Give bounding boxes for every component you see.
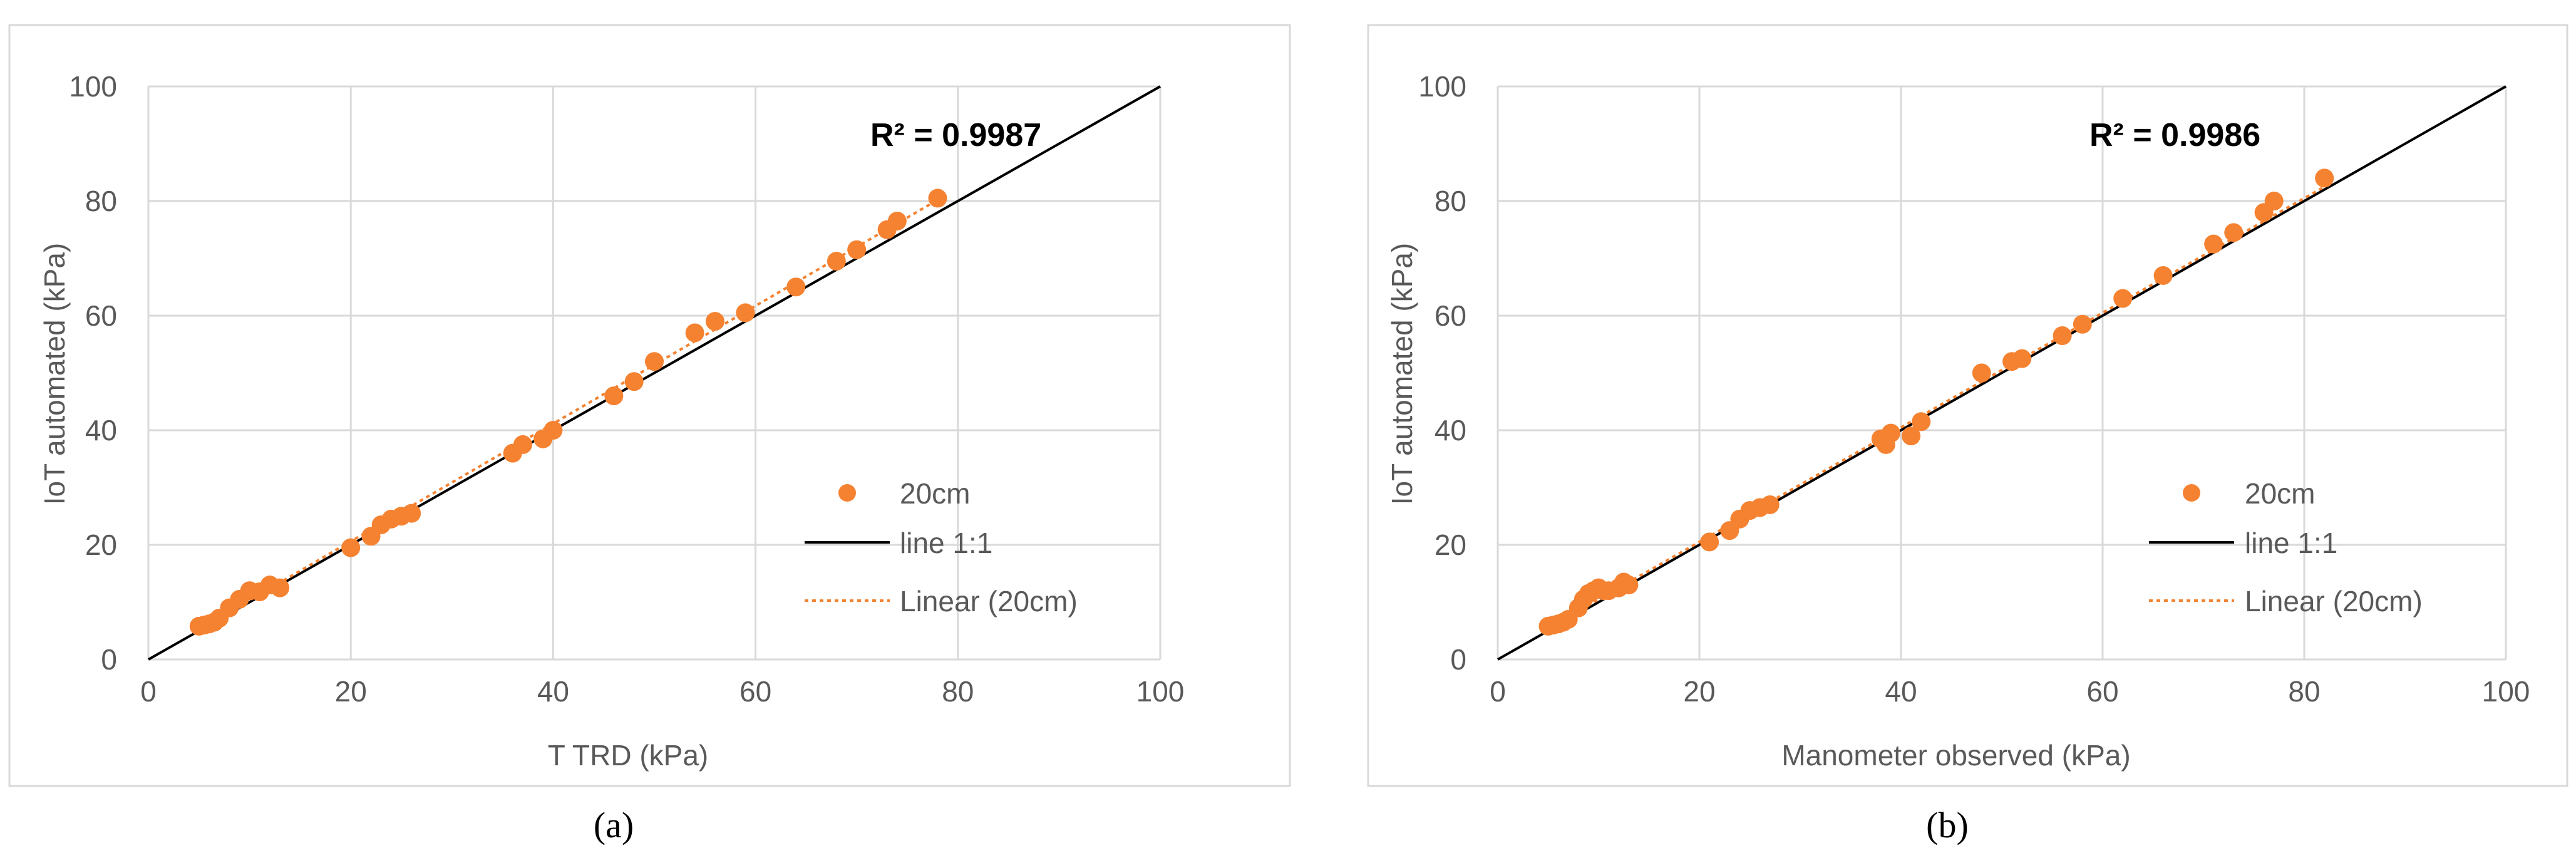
data-point bbox=[1760, 495, 1780, 514]
plot-lines bbox=[1497, 85, 2506, 661]
x-tick-label: 100 bbox=[1136, 675, 1185, 708]
x-tick-label: 40 bbox=[537, 675, 569, 708]
legend-label-trendline: Linear (20cm) bbox=[2245, 585, 2423, 618]
r-squared-annotation: R² = 0.9986 bbox=[2089, 117, 2260, 153]
data-point bbox=[685, 323, 704, 343]
data-point bbox=[827, 252, 846, 271]
legend-label-line-1-1: line 1:1 bbox=[900, 527, 992, 559]
x-axis-label: Manometer observed (kPa) bbox=[1781, 739, 2130, 772]
data-point bbox=[1700, 532, 1719, 552]
data-point bbox=[847, 240, 867, 259]
data-point bbox=[705, 312, 724, 331]
y-tick-label: 40 bbox=[85, 414, 117, 447]
data-point bbox=[2153, 266, 2173, 285]
tick-labels: 0 20 40 60 80 100 0 20 40 60 80 100 bbox=[1418, 70, 2530, 708]
chart-panel-a: 0 20 40 60 80 100 0 20 40 60 80 100 R² = 0.9987 T T… bbox=[8, 24, 1291, 787]
data-point bbox=[2264, 192, 2284, 210]
caption-a: (a) bbox=[594, 805, 634, 845]
data-points bbox=[1538, 168, 2334, 636]
plot-lines bbox=[148, 85, 1161, 661]
y-tick-label: 20 bbox=[1435, 529, 1466, 561]
x-tick-label: 20 bbox=[1683, 675, 1715, 708]
y-tick-label: 80 bbox=[1435, 185, 1466, 217]
legend: 20cm line 1:1 Linear (20cm) bbox=[805, 477, 1078, 618]
data-point bbox=[1881, 423, 1900, 443]
data-point bbox=[645, 352, 664, 371]
chart-panel-b: 0 20 40 60 80 100 0 20 40 60 80 100 R² = 0.9986 Man… bbox=[1367, 24, 2568, 787]
y-tick-label: 80 bbox=[85, 185, 117, 217]
y-tick-label: 0 bbox=[1450, 643, 1466, 676]
y-axis-label: IoT automated (kPa) bbox=[1386, 243, 1418, 505]
tick-labels: 0 20 40 60 80 100 0 20 40 60 80 100 bbox=[69, 70, 1184, 708]
x-axis-label: T TRD (kPa) bbox=[548, 739, 708, 772]
legend-label-points: 20cm bbox=[2245, 477, 2315, 510]
y-tick-label: 0 bbox=[101, 643, 117, 676]
data-point bbox=[2315, 168, 2334, 188]
gridlines bbox=[147, 85, 1162, 661]
data-point bbox=[1972, 363, 1991, 383]
chart-frame bbox=[1367, 24, 2568, 787]
data-points bbox=[189, 189, 947, 636]
x-tick-label: 80 bbox=[942, 675, 974, 708]
legend-label-points: 20cm bbox=[900, 477, 970, 510]
y-tick-label: 40 bbox=[1435, 414, 1466, 447]
y-axis-label: IoT automated (kPa) bbox=[38, 243, 71, 505]
y-tick-label: 60 bbox=[1435, 299, 1466, 332]
y-tick-label: 100 bbox=[1418, 70, 1466, 103]
data-point bbox=[736, 303, 755, 323]
legend-marker-points bbox=[838, 484, 856, 502]
gridlines bbox=[1497, 85, 2507, 661]
data-point bbox=[2073, 314, 2092, 334]
data-point bbox=[2113, 289, 2133, 308]
data-point bbox=[1902, 426, 1921, 446]
data-point bbox=[928, 189, 947, 208]
data-point bbox=[2012, 349, 2032, 368]
x-tick-label: 60 bbox=[739, 675, 771, 708]
data-point bbox=[270, 578, 290, 597]
chart-frame bbox=[8, 24, 1291, 787]
data-point bbox=[786, 277, 806, 297]
legend-label-trendline: Linear (20cm) bbox=[900, 585, 1078, 618]
data-point bbox=[1619, 576, 1639, 595]
y-tick-label: 20 bbox=[85, 529, 117, 561]
data-point bbox=[887, 212, 907, 231]
x-tick-label: 100 bbox=[2482, 675, 2530, 708]
x-tick-label: 0 bbox=[1490, 675, 1506, 708]
line-1-1 bbox=[148, 85, 1161, 661]
y-tick-label: 100 bbox=[69, 70, 117, 103]
x-tick-label: 80 bbox=[2288, 675, 2320, 708]
data-point bbox=[604, 386, 624, 406]
line-1-1 bbox=[1497, 85, 2506, 661]
y-tick-label: 60 bbox=[85, 299, 117, 332]
data-point bbox=[2224, 223, 2244, 242]
linear-trendline bbox=[1547, 185, 2326, 629]
legend-label-line-1-1: line 1:1 bbox=[2245, 527, 2337, 559]
x-tick-label: 60 bbox=[2086, 675, 2118, 708]
legend: 20cm line 1:1 Linear (20cm) bbox=[2149, 477, 2423, 618]
x-tick-label: 40 bbox=[1885, 675, 1917, 708]
data-point bbox=[513, 435, 532, 454]
data-point bbox=[624, 372, 644, 391]
x-tick-label: 20 bbox=[335, 675, 367, 708]
data-point bbox=[2053, 326, 2072, 346]
data-point bbox=[2204, 234, 2223, 254]
r-squared-annotation: R² = 0.9987 bbox=[870, 117, 1041, 153]
data-point bbox=[402, 504, 421, 523]
data-point bbox=[1912, 412, 1931, 432]
data-point bbox=[341, 538, 361, 557]
x-tick-label: 0 bbox=[140, 675, 157, 708]
data-point bbox=[544, 421, 563, 440]
caption-b: (b) bbox=[1926, 805, 1969, 845]
legend-marker-points bbox=[2183, 484, 2200, 502]
